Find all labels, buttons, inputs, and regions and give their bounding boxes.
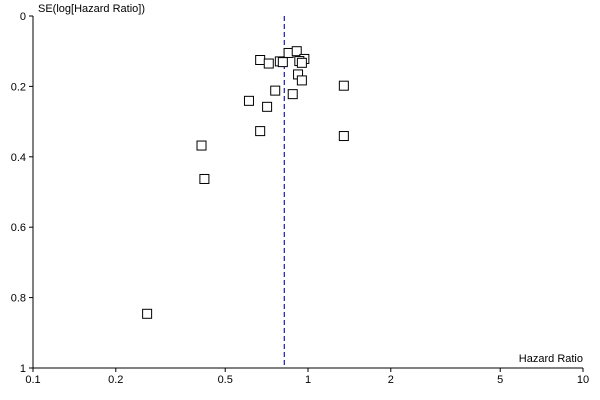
y-tick-label: 0	[20, 11, 26, 23]
axes	[32, 16, 583, 369]
x-tick-label: 0.1	[25, 374, 40, 386]
x-axis-title: Hazard Ratio	[519, 353, 583, 365]
x-tick-label: 1	[305, 374, 311, 386]
y-tick-label: 1	[20, 363, 26, 375]
study-point	[287, 89, 298, 100]
study-point	[199, 173, 210, 184]
y-axis-title: SE(log[Hazard Ratio])	[38, 3, 145, 15]
study-point	[255, 55, 266, 65]
study-point	[277, 57, 288, 68]
study-point	[296, 75, 307, 86]
study-point	[243, 95, 254, 106]
study-point	[296, 57, 307, 68]
study-point	[263, 58, 274, 69]
y-tick-label: 0.6	[11, 222, 26, 234]
x-tick-label: 0.5	[218, 374, 233, 386]
study-point	[338, 131, 349, 142]
x-tick-label: 10	[577, 374, 589, 386]
study-point	[262, 101, 273, 112]
data-points	[142, 46, 349, 319]
x-axis-ticks: 0.1 0.2 0.5 1 2 5 10	[25, 368, 589, 386]
y-tick-label: 0.4	[11, 152, 26, 164]
y-tick-label: 0.2	[11, 81, 26, 93]
study-point	[270, 85, 281, 96]
x-tick-label: 0.2	[108, 374, 123, 386]
study-point	[142, 308, 153, 319]
y-tick-label: 0.8	[11, 293, 26, 305]
study-point	[255, 126, 266, 137]
x-tick-label: 2	[388, 374, 394, 386]
study-point	[291, 46, 302, 57]
study-point	[338, 80, 349, 91]
study-point	[196, 140, 207, 151]
y-axis-ticks: 0 0.2 0.4 0.6 0.8 1	[11, 11, 33, 375]
x-tick-label: 5	[497, 374, 503, 386]
